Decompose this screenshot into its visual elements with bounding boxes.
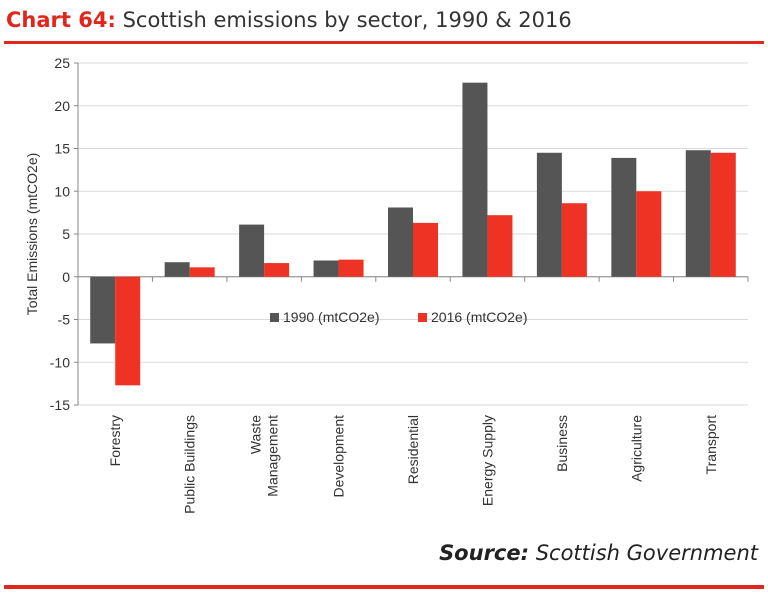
x-category-label-line: Transport: [703, 415, 719, 475]
x-category-label: Energy Supply: [479, 415, 495, 506]
x-category-label-line: Management: [265, 415, 281, 497]
x-category-label: Residential: [405, 415, 421, 484]
bar-1990: [388, 207, 413, 277]
y-tick-label: -5: [58, 312, 71, 328]
y-tick-label: 15: [54, 141, 70, 157]
footer-rule: [4, 585, 764, 589]
bar-1990: [536, 152, 562, 277]
bar-1990: [164, 262, 190, 277]
bar-1990: [90, 276, 116, 344]
bar-1990: [313, 260, 339, 277]
bar-2016: [710, 152, 736, 277]
bar-1990: [462, 82, 488, 277]
header-rule: [4, 41, 764, 44]
bar-2016: [115, 276, 141, 386]
y-tick-label: -10: [50, 354, 70, 370]
x-category-label: Business: [554, 415, 570, 472]
bar-2016: [264, 263, 290, 277]
y-tick-label: 5: [62, 226, 70, 242]
legend-swatch-2016: [418, 313, 427, 322]
y-tick-label: 10: [54, 183, 70, 199]
legend-label-1990: 1990 (mtCO2e): [283, 309, 379, 325]
bar-2016: [487, 215, 513, 277]
chart-title: Scottish emissions by sector, 1990 & 201…: [122, 8, 572, 32]
bar-1990: [611, 157, 637, 277]
x-category-label-line: Development: [331, 415, 347, 498]
x-category-label-line: Agriculture: [628, 415, 644, 482]
x-category-label: WasteManagement: [248, 415, 281, 497]
y-tick-label: 0: [62, 269, 70, 285]
chart-header: Chart 64: Scottish emissions by sector, …: [6, 2, 572, 38]
source-label: Source:: [439, 541, 530, 565]
legend-swatch-1990: [270, 313, 279, 322]
x-category-label-line: Public Buildings: [182, 415, 198, 514]
x-category-label-line: Residential: [405, 415, 421, 484]
source-text: Scottish Government: [535, 541, 758, 565]
bar-2016: [413, 222, 438, 277]
bar-1990: [239, 224, 265, 277]
bar-chart: -15 -10 -5 0 5 10 15 20 25 Total Emissions (mtCO2…: [24, 55, 749, 514]
bar-2016: [338, 259, 364, 277]
bar-2016: [636, 191, 662, 277]
x-category-label: Agriculture: [628, 415, 644, 482]
x-category-label: Public Buildings: [182, 415, 198, 514]
y-axis-title: Total Emissions (mtCO2e): [24, 153, 40, 316]
source-credit: Source: Scottish Government: [439, 541, 758, 565]
y-tick-label: 25: [54, 55, 70, 71]
bar-1990: [685, 150, 711, 277]
y-tick-label: -15: [50, 397, 70, 413]
x-category-label: Development: [331, 415, 347, 498]
bar-2016: [561, 203, 587, 277]
x-category-label-line: Waste: [248, 415, 264, 454]
bar-2016: [189, 267, 215, 277]
x-category-label: Transport: [703, 415, 719, 475]
legend-label-2016: 2016 (mtCO2e): [431, 309, 527, 325]
x-category-label-line: Forestry: [107, 415, 123, 466]
x-category-label-line: Energy Supply: [479, 415, 495, 506]
chart-number: Chart 64:: [6, 8, 116, 32]
x-category-label: Forestry: [107, 415, 123, 466]
x-category-label-line: Business: [554, 415, 570, 472]
y-tick-label: 20: [54, 98, 70, 114]
